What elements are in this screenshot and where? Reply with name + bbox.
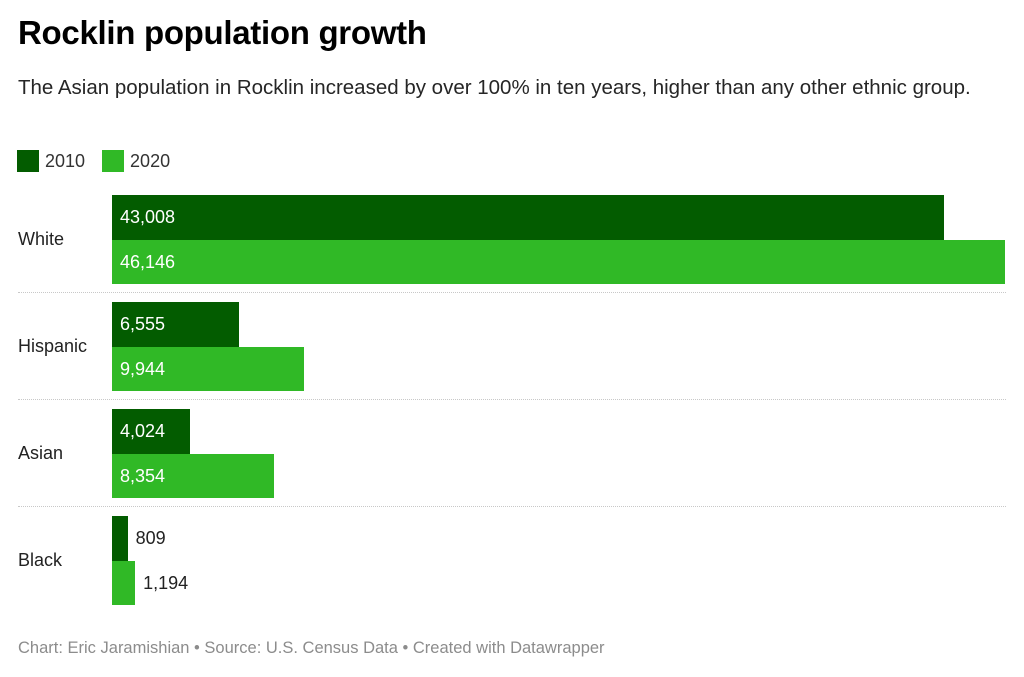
value-label-asian-2010: 4,024 [120,421,166,441]
bar-black-2010 [112,516,128,561]
chart-footer: Chart: Eric Jaramishian • Source: U.S. C… [18,639,605,657]
row-separator [18,292,1006,293]
category-label: Asian [18,442,64,463]
legend-label-2020: 2020 [130,150,171,171]
bar-asian-2020 [112,453,274,498]
bar-chart: White 43,008 46,146 Hispanic 6,555 9,944 Asian… [0,190,1024,615]
value-label-hispanic-2010: 6,555 [120,314,166,334]
value-label-black-2010: 809 [135,528,166,548]
value-label-black-2020: 1,194 [143,572,189,593]
bar-white-2010 [112,195,945,240]
bar-black-2020 [112,560,136,605]
legend-label-2010: 2010 [45,150,86,171]
bar-white-2020 [112,239,1005,284]
bar-asian-2010 [112,409,190,454]
row-separator [18,506,1006,507]
value-label-hispanic-2020: 9,944 [120,358,166,379]
legend-item-2010: 2010 [17,150,85,172]
bar-hispanic-2010 [112,302,239,347]
legend-item-2020: 2020 [102,150,170,172]
row-separator [18,399,1006,400]
value-label-white-2010: 43,008 [120,207,176,227]
bar-hispanic-2020 [112,346,305,391]
legend-swatch-2020 [102,150,125,172]
value-label-white-2020: 46,146 [120,251,176,272]
row-white: White 43,008 46,146 [0,195,1024,302]
row-black: Black 809 1,194 [0,516,1024,623]
row-hispanic: Hispanic 6,555 9,944 [0,302,1024,409]
category-label: White [18,228,65,249]
legend: 2010 2020 [17,150,187,172]
chart-subtitle: The Asian population in Rocklin increase… [18,76,971,99]
category-label: Black [18,549,63,570]
row-asian: Asian 4,024 8,354 [0,409,1024,516]
legend-swatch-2010 [17,150,39,172]
value-label-asian-2020: 8,354 [120,465,166,486]
chart-title: Rocklin population growth [18,14,427,51]
category-label: Hispanic [18,335,88,356]
